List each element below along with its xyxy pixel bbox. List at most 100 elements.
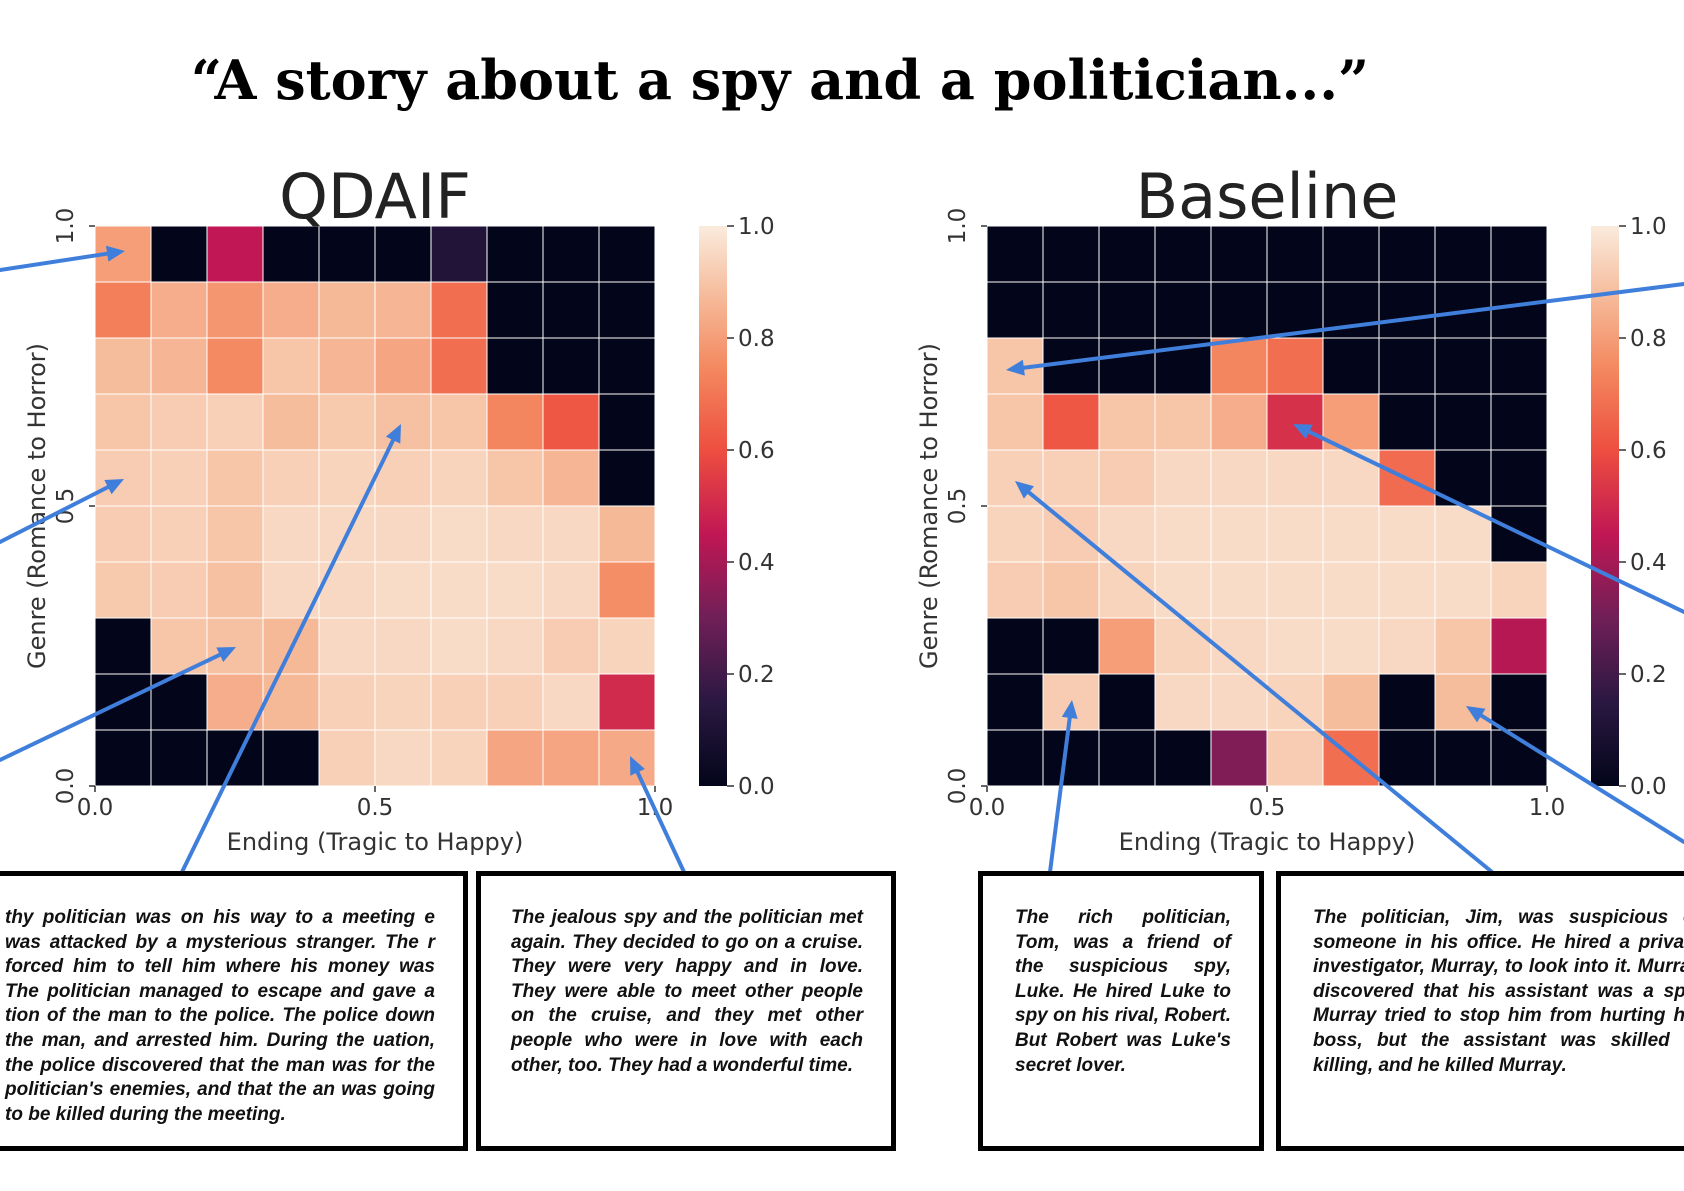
- heatmap-cell: [1154, 561, 1212, 619]
- annotation-arrowhead: [630, 756, 645, 776]
- heatmap-cell: [206, 729, 264, 787]
- heatmap-cell: [1490, 617, 1548, 675]
- heatmap-cell: [1210, 729, 1268, 787]
- colorbar: 1.0 0.8 0.6 0.4 0.2 0.0: [1591, 214, 1667, 800]
- y-axis-label: Genre (Romance to Horror): [915, 343, 943, 669]
- colorbar-tick-label: 0.2: [1630, 662, 1667, 688]
- heatmap-cell: [1098, 449, 1156, 507]
- annotation-arrow-line: [1048, 715, 1072, 874]
- story-box-baseline-left: The rich politician, Tom, was a friend o…: [978, 871, 1264, 1151]
- heatmap-cell: [542, 337, 600, 395]
- heatmap-cell: [374, 281, 432, 339]
- heatmap-cell: [430, 505, 488, 563]
- heatmap-cell: [1042, 225, 1100, 283]
- x-axis-label: Ending (Tragic to Happy): [227, 828, 524, 856]
- heatmap-cell: [1322, 617, 1380, 675]
- heatmap-cell: [1154, 393, 1212, 451]
- heatmap-cell: [486, 617, 544, 675]
- annotation-arrowhead: [1015, 481, 1034, 499]
- heatmap-cell: [1098, 337, 1156, 395]
- heatmap-cell: [1266, 337, 1324, 395]
- story-box-qdaif-left: thy politician was on his way to a meeti…: [0, 871, 468, 1151]
- annotation-arrow-line: [0, 251, 110, 272]
- heatmap-cell: [262, 505, 320, 563]
- x-tick-label: 0.0: [969, 795, 1006, 821]
- heatmap-cell: [262, 337, 320, 395]
- heatmap-cell: [318, 617, 376, 675]
- heatmap-cell: [1154, 729, 1212, 787]
- y-axis-label: Genre (Romance to Horror): [23, 343, 51, 669]
- heatmap-cell: [542, 393, 600, 451]
- heatmap-cell: [374, 729, 432, 787]
- heatmap-cell: [1490, 673, 1548, 731]
- heatmap-cell: [1210, 337, 1268, 395]
- heatmap-cell: [1154, 617, 1212, 675]
- heatmap-cell: [486, 449, 544, 507]
- heatmap-cell: [986, 449, 1044, 507]
- heatmap-cell: [374, 505, 432, 563]
- heatmap-cell: [94, 617, 152, 675]
- story-text: The politician, Jim, was suspicious of s…: [1313, 907, 1684, 1076]
- heatmap-cell: [1378, 281, 1436, 339]
- heatmap-cell: [430, 561, 488, 619]
- heatmap-cell: [318, 281, 376, 339]
- heatmap-cell: [150, 449, 208, 507]
- heatmap-cell: [542, 281, 600, 339]
- colorbar-tick-label: 1.0: [738, 214, 775, 240]
- heatmap-cell: [430, 225, 488, 283]
- colorbar-tick-label: 1.0: [1630, 214, 1667, 240]
- heatmap-cell: [206, 337, 264, 395]
- heatmap-cell: [1210, 281, 1268, 339]
- heatmap-cell: [1154, 673, 1212, 731]
- heatmap-cell: [986, 561, 1044, 619]
- heatmap-cell: [374, 673, 432, 731]
- heatmap-cell: [262, 393, 320, 451]
- heatmap-cell: [94, 505, 152, 563]
- heatmap-cell: [1154, 281, 1212, 339]
- x-axis-label: Ending (Tragic to Happy): [1119, 828, 1416, 856]
- story-text: The rich politician, Tom, was a friend o…: [1015, 907, 1231, 1076]
- heatmap-cell: [1490, 225, 1548, 283]
- heatmap-cell: [1042, 449, 1100, 507]
- heatmap-cell: [94, 281, 152, 339]
- story-box-qdaif-right: The jealous spy and the politician met a…: [476, 871, 896, 1151]
- heatmap-cell: [1490, 449, 1548, 507]
- heatmap-cell: [1266, 561, 1324, 619]
- heatmap-cell: [318, 337, 376, 395]
- heatmap-cell: [374, 337, 432, 395]
- y-tick-label: 1.0: [53, 208, 79, 245]
- heatmap-cell: [1434, 673, 1492, 731]
- heatmap-cell: [1434, 617, 1492, 675]
- heatmap-cell: [262, 673, 320, 731]
- colorbar-tick-label: 0.4: [738, 550, 775, 576]
- heatmap-cell: [318, 729, 376, 787]
- annotation-arrowhead: [106, 245, 125, 262]
- heatmap-cell: [486, 281, 544, 339]
- heatmap-cell: [1434, 337, 1492, 395]
- heatmap-cell: [542, 729, 600, 787]
- y-tick-label: 0.0: [53, 768, 79, 805]
- annotation-arrowhead: [1006, 359, 1025, 376]
- story-text: thy politician was on his way to a meeti…: [5, 907, 435, 1125]
- heatmap-cell: [1098, 673, 1156, 731]
- heatmap-cell: [206, 617, 264, 675]
- heatmap-cell: [986, 281, 1044, 339]
- heatmap-cell: [374, 393, 432, 451]
- heatmap-cell: [1378, 337, 1436, 395]
- heatmap-cell: [94, 337, 152, 395]
- heatmap-cell: [1210, 561, 1268, 619]
- heatmap-cell: [598, 729, 656, 787]
- heatmap-cell: [1098, 729, 1156, 787]
- heatmap-cell: [1266, 617, 1324, 675]
- heatmap-cell: [1042, 617, 1100, 675]
- heatmap-cell: [1210, 225, 1268, 283]
- annotation-arrow-line: [1479, 713, 1684, 844]
- heatmap-cell: [430, 729, 488, 787]
- heatmap-cell: [430, 449, 488, 507]
- heatmap-cell: [542, 505, 600, 563]
- annotation-arrowhead: [216, 647, 236, 662]
- heatmap-cell: [150, 281, 208, 339]
- heatmap-cell: [542, 561, 600, 619]
- heatmap-cell: [1434, 561, 1492, 619]
